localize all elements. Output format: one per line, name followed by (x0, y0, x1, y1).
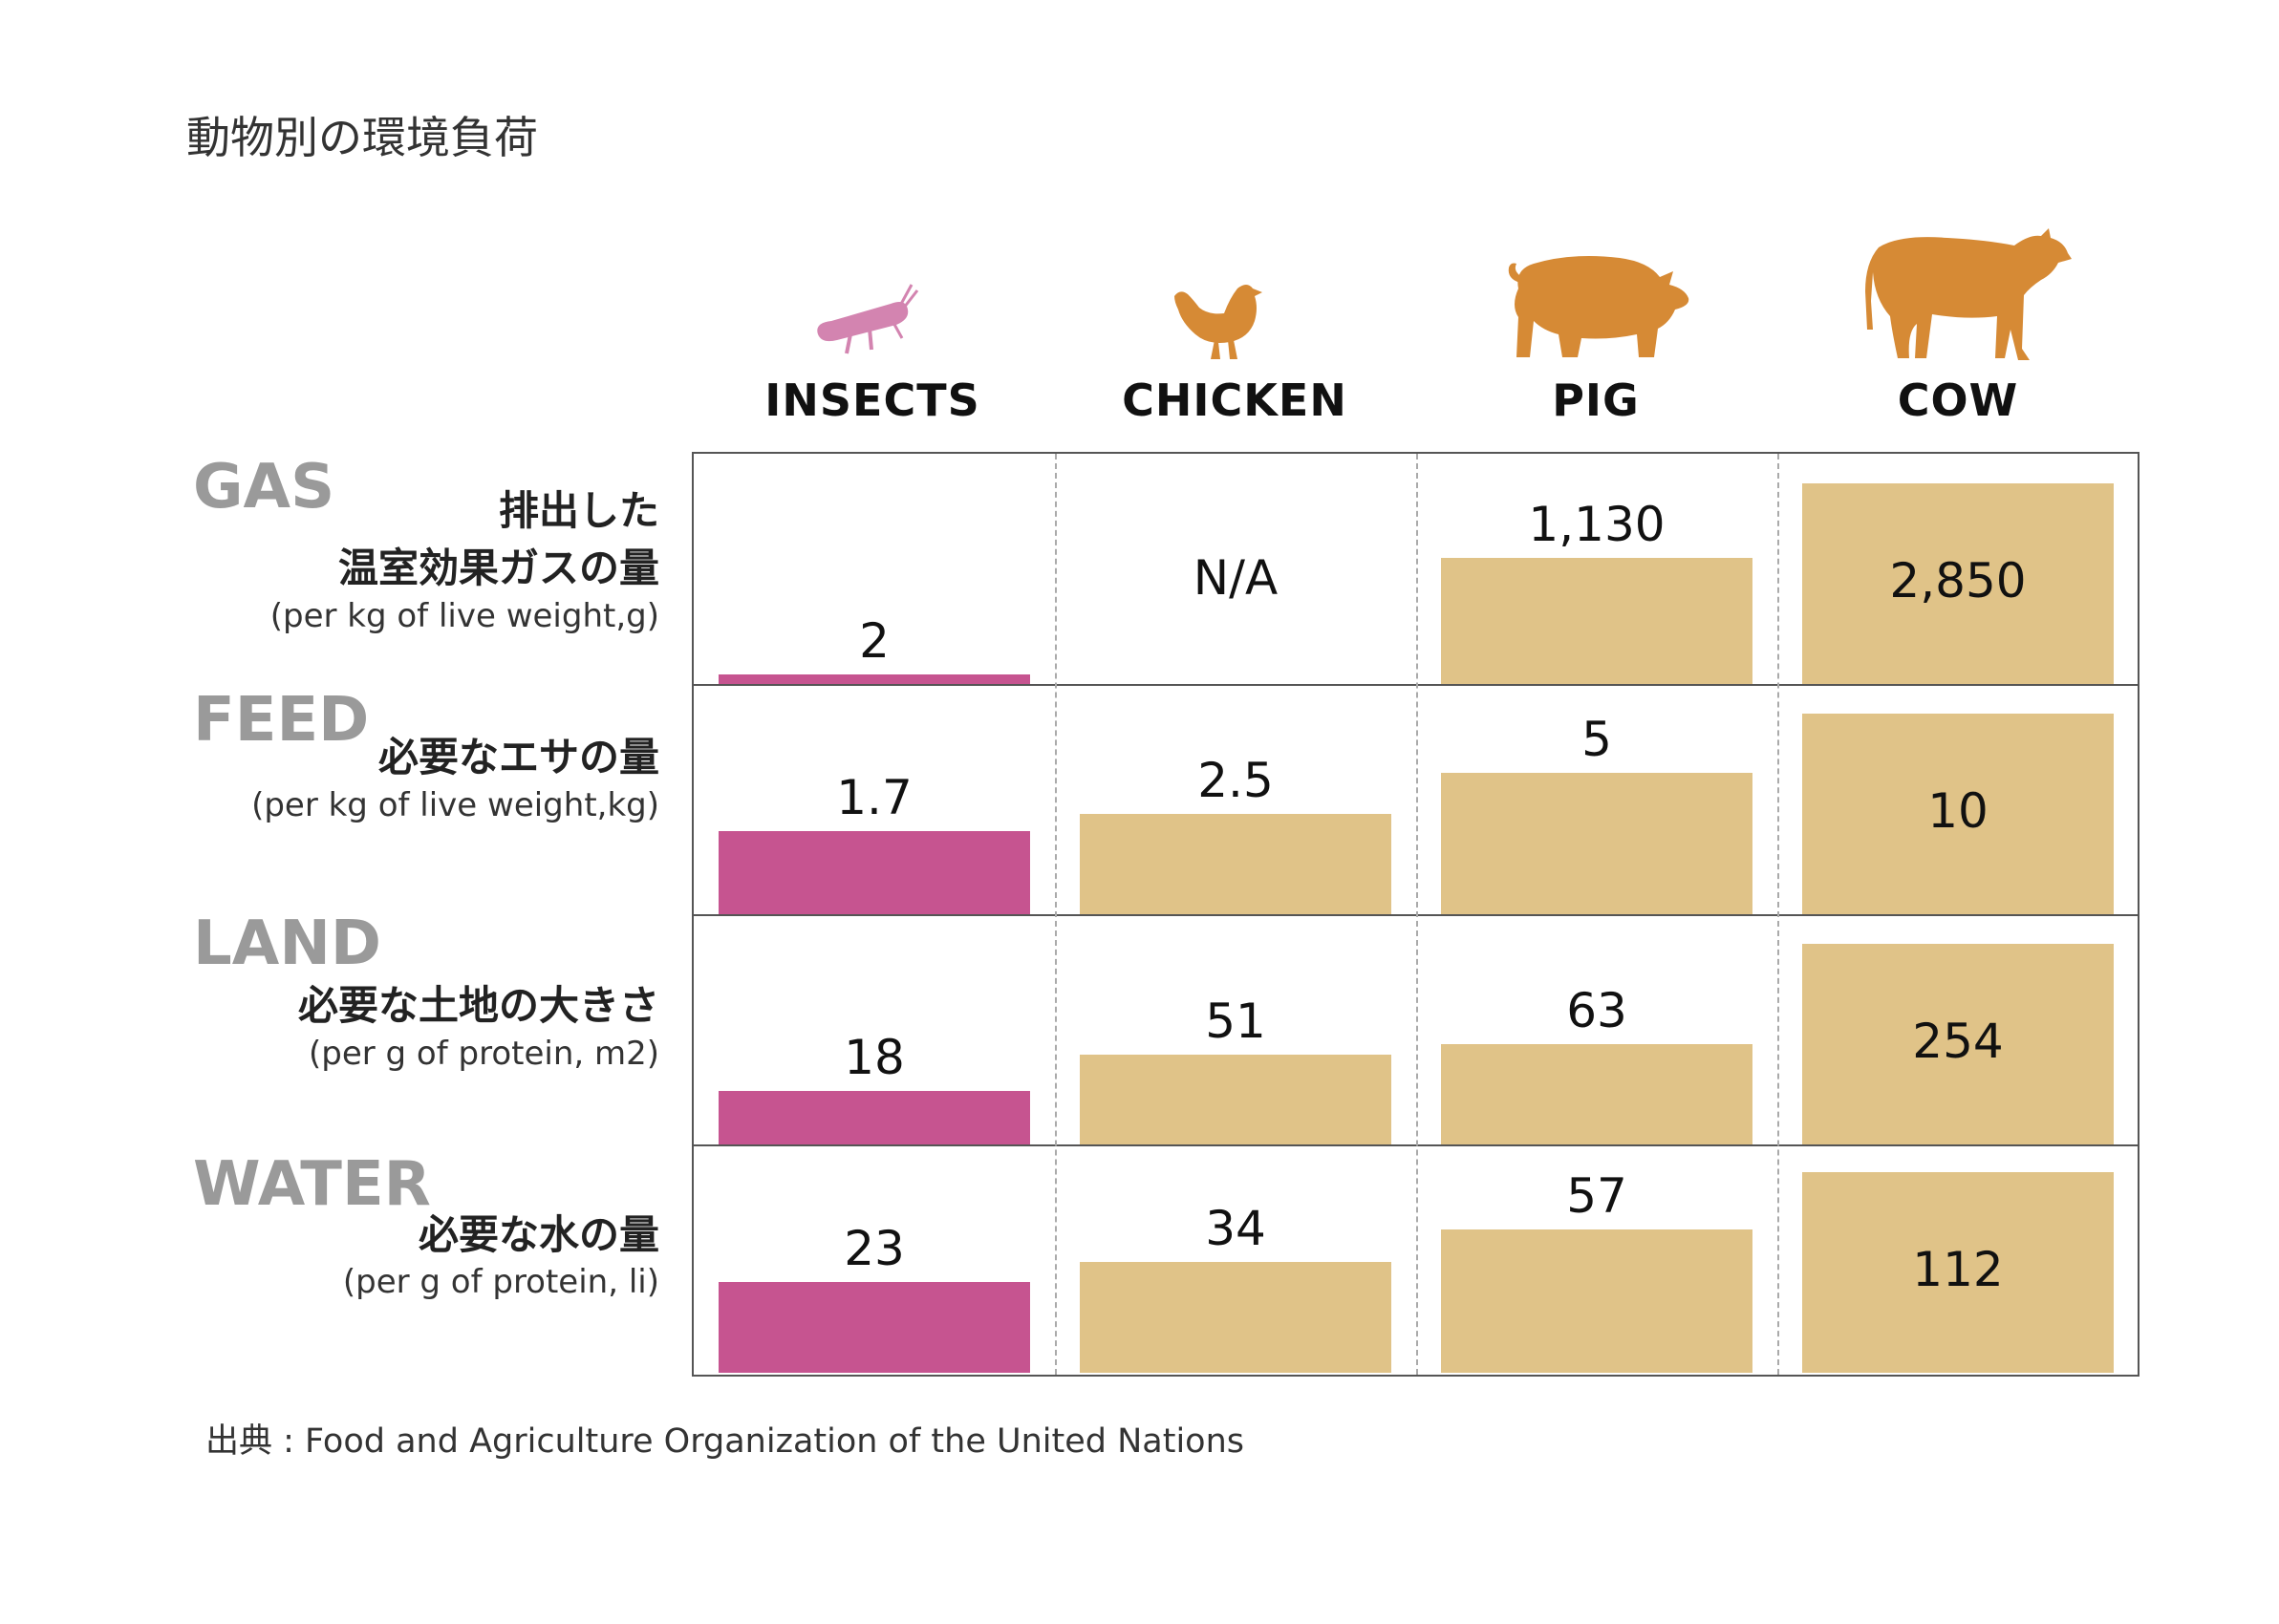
row-label-ja-feed: 必要なエサの量 (377, 734, 659, 780)
row-divider (694, 1144, 2138, 1146)
value-label-gas-cow: 2,850 (1889, 553, 2027, 609)
value-label-feed-chicken: 2.5 (1197, 753, 1274, 808)
value-label-gas-chicken: N/A (1193, 550, 1279, 606)
row-label-land: LAND (193, 908, 381, 979)
row-divider (694, 914, 2138, 916)
row-label-ja-land: 必要な土地の大きさ (297, 982, 659, 1029)
chicken-icon (1174, 285, 1262, 359)
bar-feed-pig (1441, 772, 1752, 914)
bar-gas-cow (1802, 483, 2114, 684)
bar-water-chicken (1080, 1262, 1391, 1373)
column-label-pig: PIG (1552, 374, 1640, 426)
value-label-feed-insects: 1.7 (836, 770, 913, 826)
bar-water-pig (1441, 1229, 1752, 1373)
row-unit-feed: (per kg of live weight,kg) (251, 786, 659, 824)
column-label-cow: COW (1897, 374, 2019, 426)
value-label-water-pig: 57 (1566, 1168, 1627, 1225)
row-unit-water: (per g of protein, li) (342, 1263, 659, 1301)
page-title: 動物別の環境負荷 (186, 112, 538, 163)
cow-icon (1865, 228, 2072, 360)
value-label-feed-cow: 10 (1927, 783, 1989, 839)
column-label-insects: INSECTS (764, 374, 980, 426)
column-divider (1055, 454, 1057, 1375)
bar-land-pig (1441, 1044, 1752, 1144)
value-label-land-pig: 63 (1566, 983, 1627, 1039)
bar-feed-cow (1802, 714, 2114, 914)
row-label-ja-gas-line-2: 温室効果ガスの量 (337, 544, 659, 591)
chart-grid: 2 N/A 1,130 2,850 1.7 2.5 5 10 18 51 63 254 23 34 57 11… (692, 452, 2139, 1377)
bar-water-insects (719, 1281, 1030, 1373)
value-label-land-cow: 254 (1912, 1014, 2004, 1069)
bar-gas-pig (1441, 557, 1752, 684)
bar-feed-insects (719, 831, 1030, 914)
value-label-feed-pig: 5 (1581, 711, 1612, 767)
value-label-water-cow: 112 (1912, 1242, 2004, 1297)
column-label-chicken: CHICKEN (1122, 374, 1347, 426)
pig-icon (1508, 256, 1689, 357)
row-label-gas: GAS (193, 452, 335, 523)
bar-feed-chicken (1080, 814, 1391, 914)
bar-land-cow (1802, 944, 2114, 1144)
column-divider (1416, 454, 1418, 1375)
row-unit-gas: (per kg of live weight,g) (269, 597, 659, 635)
row-label-ja-gas-line-1: 排出した (498, 487, 659, 534)
row-label-ja-water: 必要な水の量 (418, 1211, 659, 1258)
value-label-land-chicken: 51 (1205, 993, 1266, 1049)
value-label-land-insects: 18 (844, 1030, 905, 1086)
bar-land-insects (719, 1091, 1030, 1144)
value-label-water-chicken: 34 (1205, 1201, 1266, 1257)
value-label-water-insects: 23 (844, 1220, 905, 1276)
source-note: 出典 : Food and Agriculture Organization o… (205, 1422, 1245, 1461)
row-label-feed: FEED (193, 685, 370, 756)
bar-land-chicken (1080, 1054, 1391, 1144)
bar-gas-insects (719, 674, 1030, 684)
row-divider (694, 684, 2138, 686)
value-label-gas-pig: 1,130 (1528, 496, 1666, 552)
value-label-gas-insects: 2 (859, 613, 890, 669)
row-label-ja-gas: 排出した 温室効果ガスの量 (124, 482, 659, 596)
row-label-water: WATER (193, 1149, 431, 1220)
bar-water-cow (1802, 1172, 2114, 1373)
column-divider (1777, 454, 1779, 1375)
row-unit-land: (per g of protein, m2) (308, 1035, 659, 1073)
insect-icon (817, 284, 919, 354)
